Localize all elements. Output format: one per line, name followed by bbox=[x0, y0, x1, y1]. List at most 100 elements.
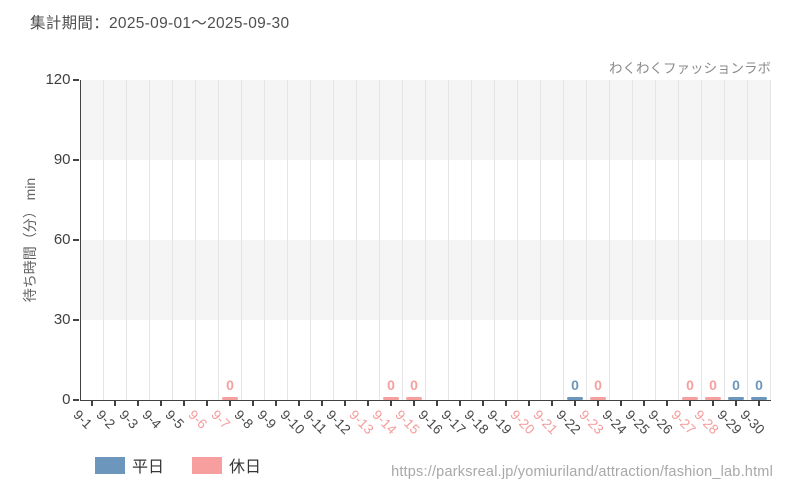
gridline bbox=[747, 80, 748, 400]
legend-label-holiday: 休日 bbox=[229, 459, 262, 476]
x-tick-label: 9-18 bbox=[461, 407, 492, 438]
legend-swatch-weekday-icon bbox=[95, 456, 125, 474]
x-tick-mark bbox=[505, 401, 507, 406]
legend-item-weekday[interactable]: 平日 bbox=[95, 453, 164, 477]
data-point-value-label: 0 bbox=[709, 377, 717, 393]
data-point-value-label: 0 bbox=[732, 377, 740, 393]
data-point-marker[interactable] bbox=[728, 396, 744, 400]
gridline bbox=[471, 80, 472, 400]
gridline bbox=[264, 80, 265, 400]
legend-swatch-holiday-icon bbox=[192, 456, 223, 474]
gridline bbox=[609, 80, 610, 400]
gridline bbox=[287, 80, 288, 400]
gridline bbox=[678, 80, 679, 400]
gridline bbox=[356, 80, 357, 400]
y-tick-label: 60 bbox=[53, 231, 71, 248]
x-tick-mark bbox=[482, 401, 484, 406]
x-tick-mark bbox=[91, 401, 93, 406]
gridline bbox=[195, 80, 196, 400]
x-tick-mark bbox=[367, 401, 369, 406]
gridline bbox=[655, 80, 656, 400]
attraction-title: わくわくファッションラボ bbox=[609, 61, 771, 76]
x-tick-mark bbox=[689, 401, 691, 406]
legend-item-holiday[interactable]: 休日 bbox=[192, 453, 261, 477]
gridline bbox=[540, 80, 541, 400]
y-tick-mark bbox=[73, 399, 79, 401]
x-tick-label: 9-27 bbox=[668, 407, 699, 438]
x-tick-label: 9-13 bbox=[346, 407, 377, 438]
data-point-marker[interactable] bbox=[705, 396, 721, 400]
x-tick-mark bbox=[643, 401, 645, 406]
gridline bbox=[379, 80, 380, 400]
gridline bbox=[218, 80, 219, 400]
x-tick-label: 9-23 bbox=[576, 407, 607, 438]
x-tick-mark bbox=[620, 401, 622, 406]
x-tick-label: 9-24 bbox=[599, 407, 630, 438]
x-tick-label: 9-6 bbox=[185, 407, 211, 432]
x-tick-label: 9-15 bbox=[392, 407, 423, 438]
x-tick-label: 9-14 bbox=[369, 407, 400, 438]
period-label: 集計期間：2025-09-01〜2025-09-30 bbox=[30, 15, 290, 32]
data-point-value-label: 0 bbox=[410, 377, 418, 393]
data-point-marker[interactable] bbox=[590, 396, 606, 400]
data-point-marker[interactable] bbox=[406, 396, 422, 400]
gridline bbox=[103, 80, 104, 400]
gridline bbox=[172, 80, 173, 400]
x-tick-label: 9-30 bbox=[737, 407, 768, 438]
x-tick-label: 9-3 bbox=[116, 407, 142, 432]
x-tick-label: 9-12 bbox=[323, 407, 354, 438]
gridline bbox=[586, 80, 587, 400]
x-tick-label: 9-8 bbox=[231, 407, 257, 432]
data-point-marker[interactable] bbox=[682, 396, 698, 400]
y-tick-mark bbox=[73, 79, 79, 81]
x-tick-label: 9-19 bbox=[484, 407, 515, 438]
x-tick-mark bbox=[298, 401, 300, 406]
x-tick-mark bbox=[114, 401, 116, 406]
x-tick-mark bbox=[712, 401, 714, 406]
x-tick-label: 9-28 bbox=[691, 407, 722, 438]
x-tick-mark bbox=[413, 401, 415, 406]
data-point-marker[interactable] bbox=[383, 396, 399, 400]
data-point-value-label: 0 bbox=[755, 377, 763, 393]
x-tick-label: 9-16 bbox=[415, 407, 446, 438]
x-tick-label: 9-2 bbox=[93, 407, 119, 432]
x-tick-mark bbox=[528, 401, 530, 406]
x-tick-label: 9-9 bbox=[254, 407, 280, 432]
x-tick-label: 9-29 bbox=[714, 407, 745, 438]
gridline bbox=[333, 80, 334, 400]
y-tick-label: 0 bbox=[62, 391, 71, 408]
x-tick-label: 9-5 bbox=[162, 407, 188, 432]
x-tick-label: 9-26 bbox=[645, 407, 676, 438]
data-point-marker[interactable] bbox=[751, 396, 767, 400]
data-point-marker[interactable] bbox=[222, 396, 238, 400]
x-tick-mark bbox=[275, 401, 277, 406]
x-tick-label: 9-11 bbox=[300, 407, 330, 437]
x-tick-label: 9-20 bbox=[507, 407, 538, 438]
x-tick-label: 9-10 bbox=[277, 407, 308, 438]
data-point-value-label: 0 bbox=[594, 377, 602, 393]
x-tick-label: 9-21 bbox=[530, 407, 561, 438]
gridline bbox=[126, 80, 127, 400]
x-tick-mark bbox=[252, 401, 254, 406]
gridline bbox=[563, 80, 564, 400]
x-tick-mark bbox=[574, 401, 576, 406]
x-tick-mark bbox=[436, 401, 438, 406]
gridline bbox=[701, 80, 702, 400]
data-point-marker[interactable] bbox=[567, 396, 583, 400]
x-tick-label: 9-25 bbox=[622, 407, 653, 438]
plot-area: 0 30 60 90 120 9-1 9-2 9-3 9-4 9-5 9-6 9-7 9-8 9-9 9-1… bbox=[45, 71, 771, 437]
gridline bbox=[517, 80, 518, 400]
x-tick-mark bbox=[183, 401, 185, 406]
x-tick-label: 9-4 bbox=[139, 407, 165, 432]
x-tick-mark bbox=[344, 401, 346, 406]
x-tick-mark bbox=[160, 401, 162, 406]
y-tick-mark bbox=[73, 239, 79, 241]
y-tick-mark bbox=[73, 159, 79, 161]
x-tick-label: 9-1 bbox=[70, 407, 96, 432]
gridline bbox=[724, 80, 725, 400]
gridline bbox=[448, 80, 449, 400]
source-url: https://parksreal.jp/yomiuriland/attract… bbox=[391, 464, 773, 480]
x-tick-mark bbox=[597, 401, 599, 406]
x-tick-mark bbox=[758, 401, 760, 406]
data-point-value-label: 0 bbox=[226, 377, 234, 393]
